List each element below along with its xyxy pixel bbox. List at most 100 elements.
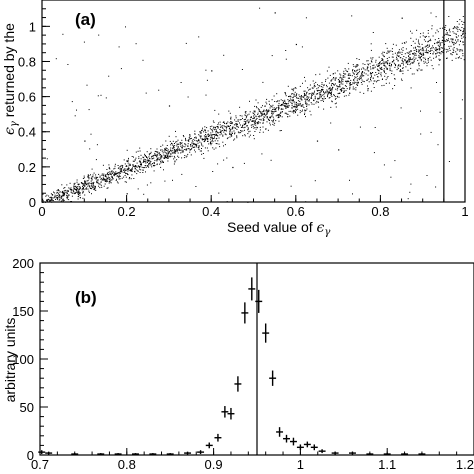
scatter-point: [163, 157, 165, 159]
scatter-point: [229, 125, 231, 126]
scatter-point: [395, 65, 396, 67]
y-tick-label: 100: [12, 352, 34, 367]
scatter-point: [151, 158, 153, 160]
scatter-point: [123, 176, 125, 178]
scatter-point: [117, 182, 119, 184]
scatter-point: [254, 127, 256, 128]
x-tick-label: 1: [297, 457, 304, 472]
scatter-point: [180, 143, 182, 144]
data-point: [197, 450, 205, 455]
scatter-point: [154, 155, 156, 156]
scatter-point: [72, 190, 74, 192]
y-tick-label: 0.6: [18, 90, 36, 105]
scatter-point: [299, 112, 301, 114]
scatter-point: [257, 102, 259, 104]
scatter-point: [180, 82, 182, 83]
scatter-point: [432, 68, 434, 70]
scatter-point: [119, 166, 121, 168]
scatter-point: [353, 83, 355, 85]
scatter-point: [394, 63, 396, 65]
scatter-point: [206, 147, 208, 149]
scatter-point: [259, 110, 261, 112]
scatter-point: [146, 165, 148, 167]
scatter-point: [173, 155, 175, 157]
scatter-point: [66, 193, 68, 195]
scatter-point: [60, 195, 62, 197]
scatter-point: [130, 178, 132, 180]
scatter-point: [217, 126, 219, 127]
scatter-point: [95, 178, 97, 180]
scatter-point: [210, 143, 212, 144]
scatter-point: [266, 116, 268, 118]
scatter-point: [411, 73, 413, 75]
scatter-point: [143, 159, 145, 161]
scatter-point: [117, 167, 119, 169]
scatter-point: [287, 85, 289, 87]
scatter-point: [464, 32, 466, 34]
scatter-point: [310, 97, 312, 99]
scatter-point: [319, 96, 321, 98]
scatter-point: [207, 133, 209, 135]
scatter-point: [251, 116, 252, 118]
scatter-point: [391, 51, 393, 52]
scatter-point: [198, 145, 200, 147]
scatter-point: [116, 178, 117, 180]
scatter-point: [86, 187, 88, 189]
scatter-point: [448, 45, 450, 47]
scatter-point: [204, 140, 206, 142]
scatter-point: [160, 158, 162, 160]
scatter-point: [110, 176, 112, 178]
scatter-point: [242, 124, 244, 126]
scatter-point: [176, 143, 178, 145]
scatter-point: [106, 178, 108, 180]
scatter-point: [87, 174, 89, 176]
scatter-point: [348, 68, 350, 70]
scatter-point: [175, 151, 176, 153]
scatter-point: [371, 61, 373, 63]
scatter-point: [367, 88, 369, 90]
scatter-point: [199, 136, 201, 138]
scatter-point: [145, 162, 147, 164]
scatter-point: [234, 138, 236, 140]
scatter-point: [344, 68, 346, 70]
scatter-point: [320, 100, 322, 102]
scatter-point: [160, 145, 162, 147]
scatter-point: [245, 118, 246, 120]
scatter-point: [224, 126, 226, 128]
scatter-point: [317, 97, 319, 99]
scatter-point: [215, 138, 217, 140]
scatter-point: [138, 161, 140, 163]
scatter-point: [201, 148, 202, 149]
scatter-point: [245, 123, 247, 125]
scatter-point: [54, 196, 56, 198]
scatter-point: [273, 124, 275, 126]
scatter-point: [135, 157, 137, 159]
scatter-point: [87, 183, 89, 185]
scatter-point: [280, 130, 282, 131]
scatter-point: [147, 165, 149, 167]
scatter-point: [93, 185, 95, 187]
scatter-point: [112, 171, 114, 173]
scatter-point: [231, 133, 233, 134]
scatter-point: [394, 52, 396, 54]
scatter-point: [453, 44, 455, 46]
scatter-point: [273, 118, 275, 120]
scatter-point: [266, 121, 268, 123]
scatter-point: [299, 85, 301, 87]
scatter-point: [226, 125, 228, 127]
scatter-point: [259, 7, 261, 9]
scatter-point: [404, 53, 406, 55]
scatter-point: [300, 99, 302, 101]
scatter-point: [133, 165, 135, 167]
scatter-point: [260, 106, 262, 108]
scatter-point: [107, 174, 109, 176]
scatter-point: [208, 135, 210, 137]
scatter-point: [436, 50, 438, 52]
scatter-point: [272, 121, 274, 123]
scatter-point: [456, 21, 458, 22]
scatter-point: [326, 70, 328, 72]
scatter-point: [383, 63, 385, 65]
scatter-point: [462, 41, 464, 43]
scatter-point: [252, 119, 254, 121]
x-tick-label: 0.7: [31, 457, 49, 472]
